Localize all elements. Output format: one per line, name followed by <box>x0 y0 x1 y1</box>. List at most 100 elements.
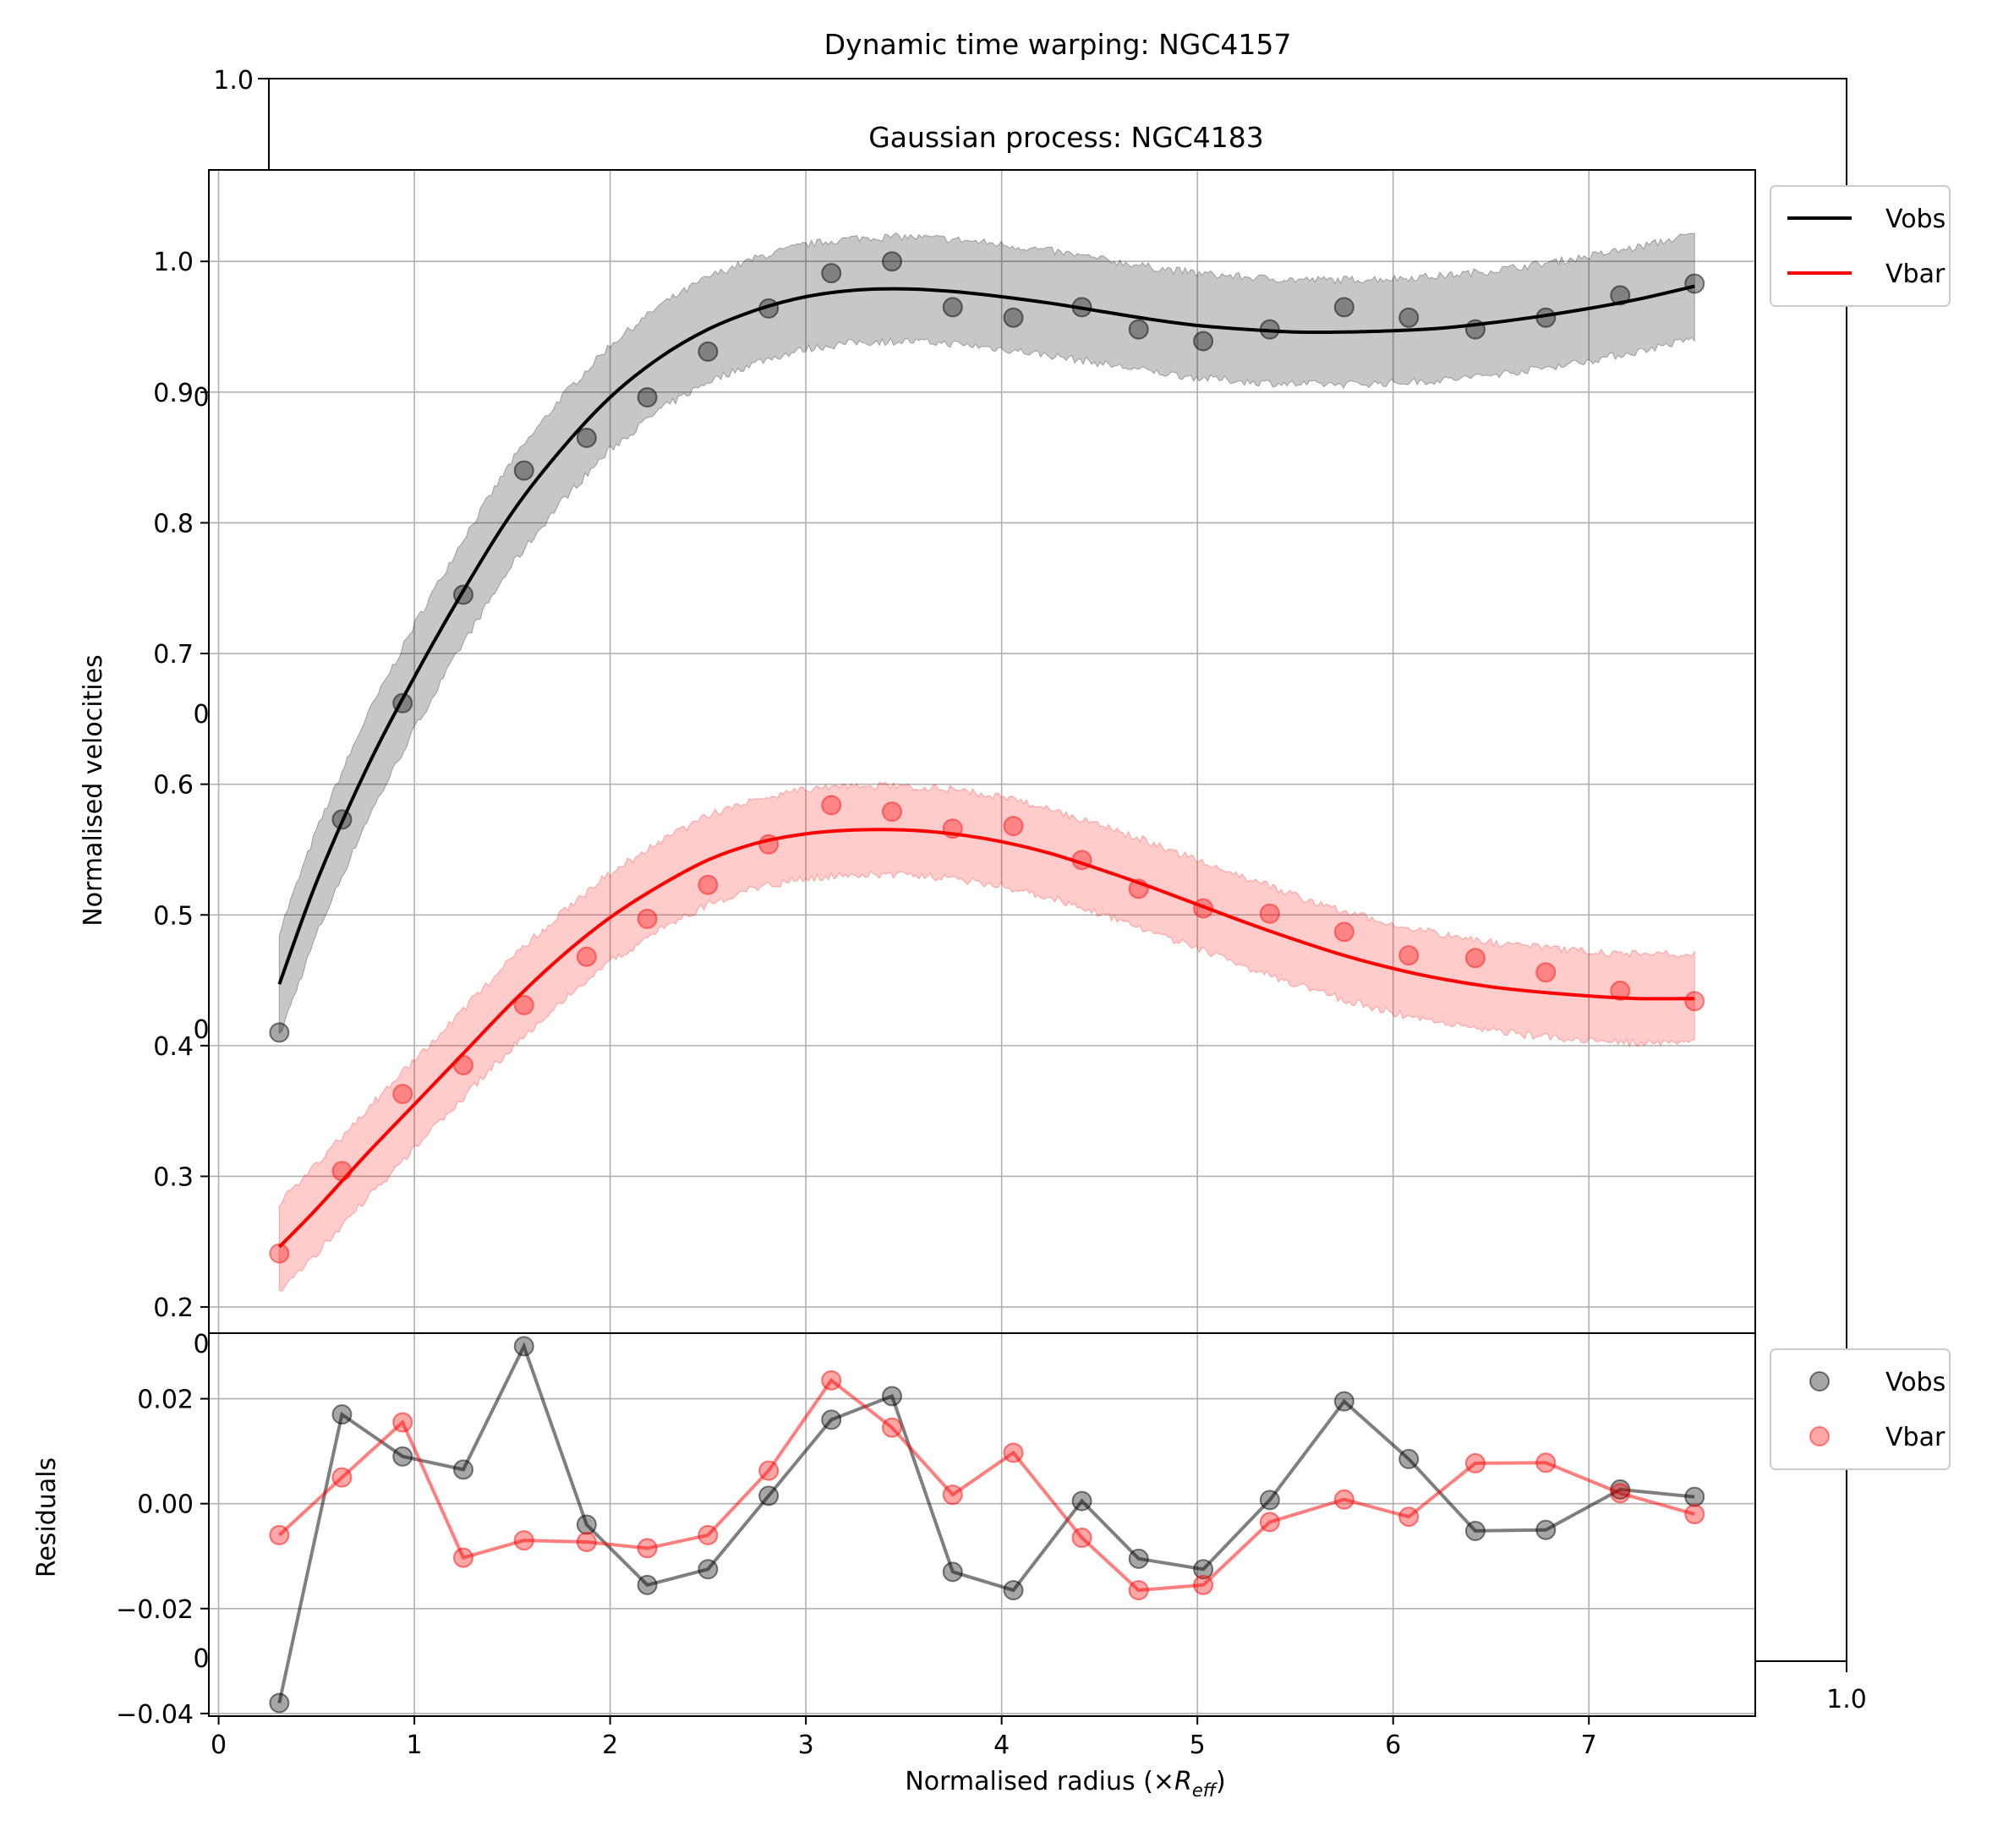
legend-vbar-label: Vbar <box>1885 1423 1946 1452</box>
residual-legend-frame <box>1770 1348 1951 1470</box>
data-point-vbar <box>1535 962 1557 983</box>
residual-point-vobs <box>942 1561 963 1583</box>
legend-vobs-marker-swatch <box>1809 1371 1830 1391</box>
xtick-label: 4 <box>993 1730 1010 1760</box>
main-ytick-label: 0.6 <box>153 771 194 801</box>
data-point-vbar <box>269 1243 290 1264</box>
residual-point-vbar <box>882 1417 903 1438</box>
background-ytick-label-hidden: 0 <box>193 1330 209 1359</box>
main-legend-frame <box>1770 185 1951 307</box>
residual-point-vbar <box>1398 1506 1420 1528</box>
main-legend: Vobs Vbar <box>1770 185 1951 307</box>
data-point-vobs <box>1610 285 1631 306</box>
residual-point-vbar <box>1684 1504 1705 1525</box>
residual-point-vobs <box>882 1386 903 1407</box>
residual-point-vobs <box>513 1336 534 1357</box>
data-point-vbar <box>821 795 842 816</box>
main-points <box>269 251 1705 1264</box>
residual-plot-area <box>209 1333 1755 1716</box>
data-point-vbar <box>942 818 963 839</box>
data-point-vbar <box>452 1055 473 1076</box>
residual-ticks: −0.04 −0.02 0.00 0.02 0 1 2 3 4 5 6 7 <box>116 1386 1597 1760</box>
residual-point-vbar <box>1128 1580 1149 1601</box>
data-point-vobs <box>1684 273 1705 294</box>
main-ytick-label: 0.8 <box>153 509 194 539</box>
main-ticks: 0.2 0.3 0.4 0.5 0.6 0.7 0.8 0.9 1.0 <box>153 248 1590 1342</box>
xtick-label: 1 <box>407 1730 423 1760</box>
xtick-label: 3 <box>798 1730 814 1760</box>
data-point-vbar <box>882 801 903 823</box>
residual-point-vobs <box>1193 1559 1214 1580</box>
data-point-vobs <box>1259 319 1280 340</box>
background-title: Dynamic time warping: NGC4157 <box>824 28 1292 61</box>
residual-point-vobs <box>1003 1580 1024 1601</box>
data-point-vobs <box>758 298 780 319</box>
main-ylabel: Normalised velocities <box>79 654 108 926</box>
data-point-vbar <box>1333 921 1354 943</box>
residual-legend: Vobs Vbar <box>1770 1348 1951 1470</box>
main-grid <box>209 170 1755 1333</box>
xtick-label: 6 <box>1385 1730 1401 1760</box>
residual-point-vobs <box>1535 1519 1557 1540</box>
main-ytick-label: 0.2 <box>153 1293 194 1323</box>
main-bands <box>278 232 1695 1292</box>
background-ytick-label-hidden: 0 <box>193 1015 209 1045</box>
residual-point-vobs <box>1333 1391 1354 1412</box>
residual-ytick-label: −0.04 <box>116 1700 194 1730</box>
xtick-label: 0 <box>211 1730 227 1760</box>
residual-point-vbar <box>1259 1512 1280 1533</box>
residual-point-vbar <box>452 1547 473 1568</box>
residual-grid <box>209 1333 1755 1716</box>
background-ytick-label-hidden: 0 <box>193 383 209 413</box>
residual-point-vobs <box>1464 1520 1486 1541</box>
residual-line-vbar <box>277 1377 1695 1593</box>
residual-point-vbar <box>576 1531 597 1552</box>
data-point-vbar <box>1398 945 1420 966</box>
main-title: Gaussian process: NGC4183 <box>868 121 1264 154</box>
data-point-vbar <box>698 874 719 895</box>
residual-point-vbar <box>637 1538 658 1559</box>
band-vobs <box>278 232 1695 1035</box>
fit-line-vbar <box>277 828 1695 1249</box>
data-point-vobs <box>513 460 534 481</box>
data-point-vobs <box>452 584 473 605</box>
residual-ytick-label: 0.02 <box>137 1386 194 1415</box>
data-point-vbar <box>1193 898 1214 919</box>
data-point-vobs <box>392 692 413 714</box>
residual-lines <box>277 1342 1695 1703</box>
residual-point-vobs <box>1684 1486 1705 1507</box>
data-point-vbar <box>1003 816 1024 837</box>
residual-point-vbar <box>1333 1489 1354 1510</box>
residual-point-vobs <box>1128 1548 1149 1569</box>
residual-point-vobs <box>331 1404 353 1425</box>
residual-axes-frame <box>208 1332 1756 1717</box>
data-point-vbar <box>331 1161 353 1182</box>
data-point-vobs <box>1398 307 1420 328</box>
residual-point-vbar <box>1071 1528 1092 1549</box>
residual-point-vbar <box>1610 1483 1631 1504</box>
residual-point-vbar <box>269 1524 290 1545</box>
residual-points <box>269 1336 1705 1714</box>
xtick-label: 2 <box>602 1730 618 1760</box>
background-ytick-label-hidden: 0 <box>193 1644 209 1674</box>
data-point-vobs <box>1128 319 1149 340</box>
data-point-vobs <box>942 297 963 318</box>
data-point-vbar <box>1610 980 1631 1001</box>
residual-point-vobs <box>1259 1490 1280 1511</box>
background-xtick-label-right: 1.0 <box>1826 1685 1867 1714</box>
residual-point-vobs <box>392 1446 413 1467</box>
data-point-vobs <box>1333 297 1354 318</box>
residual-point-vobs <box>1071 1490 1092 1512</box>
xlabel-suffix: ) <box>1216 1767 1226 1796</box>
data-point-vbar <box>1128 878 1149 899</box>
data-point-vobs <box>821 263 842 284</box>
data-point-vobs <box>331 809 353 830</box>
main-plot-area <box>209 170 1755 1333</box>
data-point-vobs <box>637 387 658 408</box>
xlabel-subscript: eff <box>1192 1780 1218 1801</box>
residual-point-vbar <box>942 1484 963 1506</box>
residual-point-vbar <box>1193 1574 1214 1595</box>
data-point-vobs <box>882 251 903 272</box>
data-point-vbar <box>576 946 597 967</box>
residual-ytick-label: −0.02 <box>116 1595 194 1625</box>
